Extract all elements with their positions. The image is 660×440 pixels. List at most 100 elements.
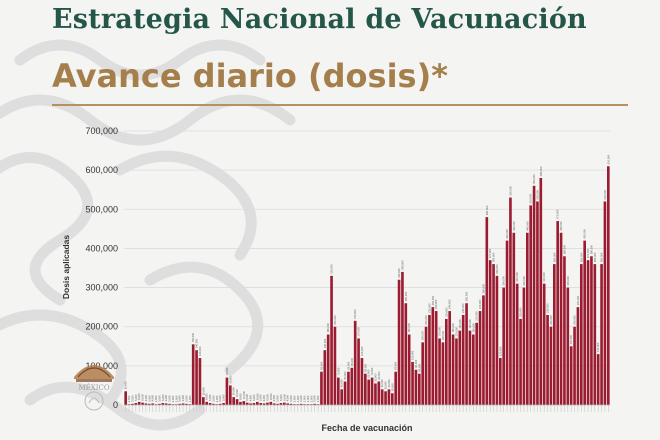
bar: [580, 264, 583, 405]
bar: [448, 311, 451, 405]
bar-value-label: 310,000: [542, 272, 546, 282]
bar: [343, 381, 347, 405]
bar: [546, 314, 549, 405]
bar: [249, 403, 252, 405]
y-tick-label: 600,000: [85, 165, 118, 175]
bar-value-label: 370,000: [488, 248, 492, 258]
bar: [596, 354, 600, 405]
bar-value-label: 2,000: [174, 395, 178, 402]
bg-pattern-stroke: [0, 94, 296, 146]
bar: [377, 381, 381, 405]
bar-value-label: 95,000: [350, 357, 354, 365]
emblem-label: MÉXICO: [78, 383, 109, 392]
bar-value-label: 2,000: [215, 395, 219, 402]
bar-value-label: 160,000: [441, 330, 445, 340]
bar-value-label: 3,000: [276, 395, 280, 402]
bar: [333, 326, 337, 405]
bar-value-label: 360,000: [600, 252, 604, 262]
bar-value-label: 40,000: [387, 379, 391, 387]
bar-value-label: 215,000: [353, 309, 357, 319]
bar: [323, 350, 327, 405]
bar-value-label: 250,000: [431, 295, 435, 305]
bar-value-label: 4,000: [144, 394, 148, 401]
y-tick-label: 0: [113, 400, 118, 410]
bar-value-label: 3,000: [299, 395, 303, 402]
bar-value-label: 30,000: [390, 383, 394, 391]
bar: [137, 401, 141, 405]
bar-value-label: 40,000: [380, 379, 384, 387]
bar-value-label: 6,000: [265, 394, 269, 401]
bar: [502, 287, 505, 405]
bar-value-label: 4,000: [249, 394, 253, 401]
bar-value-label: 200,000: [573, 315, 577, 325]
bar: [451, 334, 455, 405]
bar-value-label: 170,000: [438, 327, 442, 337]
bar-value-label: 8,000: [255, 393, 259, 400]
bar-value-label: 20,000: [201, 387, 205, 395]
bar: [168, 403, 171, 405]
bar: [357, 338, 360, 405]
bar-value-label: 2,000: [127, 395, 131, 402]
bar-value-label: 140,000: [323, 338, 327, 348]
bar: [438, 338, 441, 405]
bar: [320, 371, 323, 405]
bar: [141, 402, 144, 405]
bar: [461, 314, 465, 405]
bar-value-label: 3,000: [168, 395, 172, 402]
bar-value-label: 510,000: [529, 193, 533, 203]
bar: [418, 373, 421, 405]
bars: [124, 166, 610, 405]
bar-value-label: 210,000: [475, 311, 479, 321]
bar: [151, 403, 154, 405]
x-tick-marks: [125, 405, 609, 412]
bar: [434, 311, 438, 405]
bar: [573, 326, 576, 405]
bg-pattern-stroke: [114, 150, 257, 261]
bar: [158, 403, 161, 405]
bar: [482, 295, 485, 405]
bar: [553, 264, 556, 405]
y-tick-label: 200,000: [85, 322, 118, 332]
bar-value-label: 530,000: [508, 186, 512, 196]
bar-value-label: 8,000: [269, 393, 273, 400]
bar: [478, 311, 482, 405]
bar-value-label: 300,000: [522, 276, 526, 286]
bar: [522, 287, 526, 405]
bar: [431, 307, 435, 405]
bar: [235, 399, 239, 405]
bar: [276, 403, 279, 405]
bar-value-label: 3,000: [178, 395, 182, 402]
bar-value-label: 330,000: [495, 264, 499, 274]
bar-value-label: 150,000: [569, 334, 573, 344]
bar-value-label: 6,000: [282, 394, 286, 401]
bar-value-label: 520,000: [603, 190, 607, 200]
bar: [401, 271, 404, 405]
bar-value-label: 3,000: [289, 395, 293, 402]
bar-value-label: 220,000: [519, 307, 523, 317]
bar: [256, 401, 259, 405]
bar: [360, 358, 364, 405]
y-tick-labels: 0 100,000 200,000 300,000 400,000 500,000 600,…: [85, 126, 118, 410]
bar: [313, 403, 316, 405]
bar: [191, 344, 195, 405]
bar-value-label: 55,000: [373, 373, 377, 381]
bar-value-label: 60,000: [343, 371, 347, 379]
bar-value-label: 240,000: [448, 299, 452, 309]
bar-value-label: 230,000: [427, 303, 431, 313]
bar: [421, 342, 424, 405]
bar-value-label: 2,000: [306, 395, 310, 402]
bar-value-label: 240,000: [434, 299, 438, 309]
y-axis-label: Dosis aplicadas: [61, 235, 71, 300]
bar: [229, 385, 232, 405]
bar-value-label: 370,000: [586, 248, 590, 258]
bar: [407, 334, 411, 405]
bar-value-label: 155,000: [191, 332, 195, 342]
bar: [269, 401, 273, 405]
bar-value-label: 120,000: [498, 346, 502, 356]
bar-value-label: 5,000: [259, 394, 263, 401]
page-subtitle: Avance diario (dosis)*: [52, 57, 448, 95]
bar-value-label: 160,000: [421, 330, 425, 340]
bar-value-label: 6,000: [245, 394, 249, 401]
bar-value-label: 2,000: [316, 395, 320, 402]
